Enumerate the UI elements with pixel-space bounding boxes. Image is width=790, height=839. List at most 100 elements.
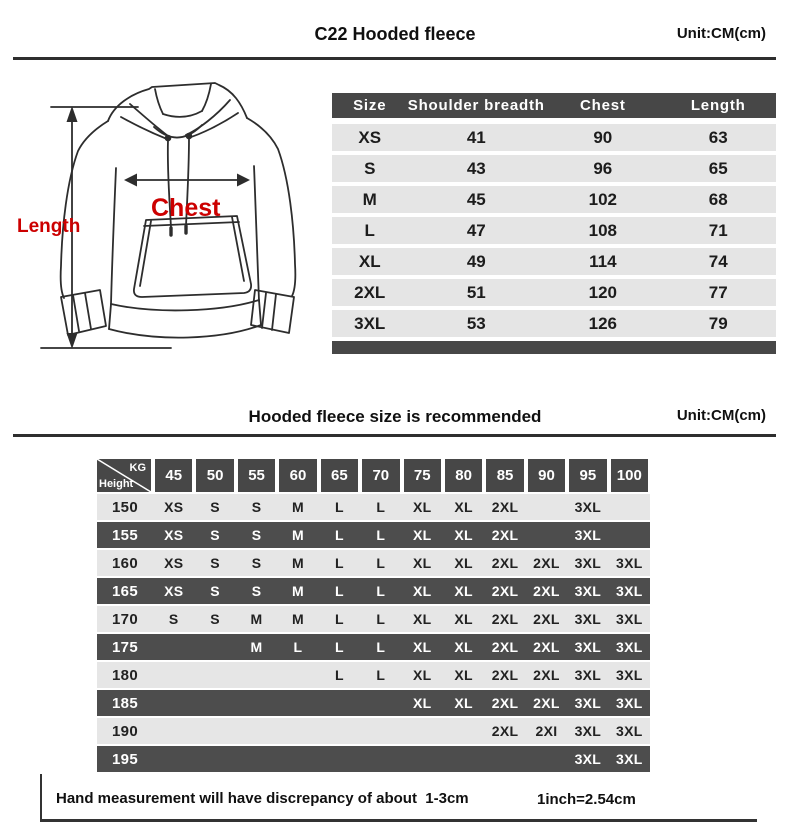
- measurement-note: Hand measurement will have discrepancy o…: [56, 790, 469, 807]
- size-rec-cell: L: [376, 667, 386, 683]
- size-rec-cell: L: [334, 583, 344, 599]
- size-rec-cell: 2XL: [491, 667, 519, 683]
- height-cell: 170: [112, 610, 138, 628]
- size-cell: L: [364, 220, 375, 240]
- middle-divider: [13, 434, 776, 437]
- height-cell: 195: [112, 750, 138, 768]
- size-cell: 108: [588, 220, 617, 240]
- size-rec-cell: XL: [454, 639, 473, 655]
- chest-arrow-head-left: [124, 173, 137, 187]
- size-cell: XL: [358, 251, 381, 271]
- diagonal-line: [97, 459, 151, 492]
- size-rec-cell: L: [376, 611, 386, 627]
- weight-header: 70: [362, 459, 400, 492]
- weight-header: 55: [237, 459, 276, 492]
- height-cell: 180: [112, 666, 138, 684]
- size-cell: 96: [593, 158, 613, 178]
- footer-left-line: [40, 774, 42, 820]
- inch-conversion: 1inch=2.54cm: [537, 791, 636, 808]
- size-rec-cell: S: [210, 583, 220, 599]
- size-rec-cell: L: [376, 527, 386, 543]
- size-cell: M: [362, 189, 377, 209]
- size-rec-cell: 3XL: [616, 611, 643, 627]
- size-cell: 74: [708, 251, 728, 271]
- recommend-title: Hooded fleece size is recommended: [248, 407, 542, 426]
- size-rec-cell: XL: [412, 583, 432, 599]
- matrix-row: 180 L L XL XL 2XL 2XL 3XL 3XL: [97, 662, 650, 688]
- size-rec-cell: 2XL: [491, 695, 519, 711]
- size-rec-cell: S: [251, 527, 262, 543]
- matrix-row: 150 XS S S M L L XL XL 2XL 3XL: [97, 494, 650, 520]
- unit-label-top: Unit:CM(cm): [676, 25, 766, 42]
- size-rec-cell: 3XL: [574, 639, 602, 655]
- weight-header: 80: [444, 459, 483, 492]
- size-cell: 63: [708, 127, 728, 147]
- size-rec-cell: XS: [164, 499, 184, 515]
- size-rec-cell: L: [376, 583, 386, 599]
- size-rec-cell: 3XL: [574, 527, 602, 543]
- size-rec-cell: XL: [412, 555, 432, 571]
- size-rec-cell: M: [250, 611, 263, 627]
- size-rec-cell: 2XL: [533, 695, 560, 711]
- size-table-head: Size Shoulder breadth Chest Length: [332, 93, 776, 118]
- matrix-row: 190 2XL 2XI 3XL 3XL: [97, 718, 650, 744]
- size-table-footer-bar: [332, 341, 776, 354]
- size-rec-cell: M: [291, 611, 304, 627]
- size-rec-cell: 3XL: [616, 667, 643, 683]
- size-rec-cell: XL: [412, 695, 432, 711]
- size-cell: 77: [708, 282, 728, 302]
- size-table-row: XL 49 114 74: [332, 248, 776, 275]
- size-rec-cell: 3XL: [574, 667, 602, 683]
- size-rec-cell: 2XL: [533, 555, 560, 571]
- size-rec-cell: M: [291, 555, 304, 571]
- size-cell: 53: [466, 313, 486, 333]
- size-rec-cell: L: [334, 611, 344, 627]
- size-rec-cell: XL: [454, 611, 473, 627]
- size-rec-cell: L: [334, 639, 344, 655]
- height-cell: 185: [112, 694, 138, 712]
- size-table-row: XS 41 90 63: [332, 124, 776, 151]
- size-rec-cell: 2XL: [491, 555, 519, 571]
- size-cell: 47: [466, 220, 486, 240]
- hoodie-line-art: Chest Length: [17, 82, 297, 349]
- size-table: Size Shoulder breadth Chest Length XS 41 90 63…: [332, 93, 776, 354]
- size-rec-cell: XS: [164, 583, 184, 599]
- size-rec-cell: 3XL: [574, 499, 602, 515]
- size-rec-cell: 2XL: [491, 583, 519, 599]
- size-recommend-matrix: KG Height 45 50 55 60 65 70 75 80 85 90 95 100 150 X…: [97, 459, 650, 772]
- size-rec-cell: 2XL: [491, 527, 519, 543]
- footer-bottom-line: [40, 819, 757, 822]
- height-cell: 150: [112, 498, 138, 516]
- size-rec-cell: L: [293, 639, 303, 655]
- weight-header: 65: [320, 459, 359, 492]
- size-table-row: 3XL 53 126 79: [332, 310, 776, 337]
- matrix-corner-cell: KG Height: [97, 459, 151, 492]
- size-cell: 90: [593, 127, 613, 147]
- size-col-header: Chest: [579, 97, 626, 114]
- corner-height-label: Height: [99, 478, 134, 490]
- size-rec-cell: XL: [454, 583, 473, 599]
- hoodie-diagram: Chest Length: [5, 80, 335, 370]
- size-rec-cell: 3XL: [616, 723, 643, 739]
- matrix-row: 185 XL XL 2XL 2XL 3XL 3XL: [97, 690, 650, 716]
- size-rec-cell: L: [334, 667, 344, 683]
- matrix-body: 150 XS S S M L L XL XL 2XL 3XL 155 XS S S M L L XL XL 2XL 3XL…: [97, 494, 650, 772]
- unit-label-bottom: Unit:CM(cm): [676, 407, 766, 424]
- size-rec-cell: S: [251, 499, 262, 515]
- top-divider: [13, 57, 776, 60]
- size-rec-cell: 3XL: [574, 751, 602, 767]
- size-table-row: S 43 96 65: [332, 155, 776, 182]
- size-cell: 79: [708, 313, 728, 333]
- size-rec-cell: L: [334, 499, 344, 515]
- size-rec-cell: L: [376, 499, 386, 515]
- size-rec-cell: XL: [412, 611, 432, 627]
- size-cell: 65: [708, 158, 728, 178]
- weight-header: 50: [196, 459, 234, 492]
- size-rec-cell: XL: [454, 527, 473, 543]
- size-rec-cell: 2XL: [533, 583, 560, 599]
- size-table-row: M 45 102 68: [332, 186, 776, 213]
- height-cell: 155: [112, 526, 138, 544]
- size-cell: S: [364, 158, 376, 178]
- weight-header: 75: [403, 459, 441, 492]
- size-cell: 43: [466, 158, 486, 178]
